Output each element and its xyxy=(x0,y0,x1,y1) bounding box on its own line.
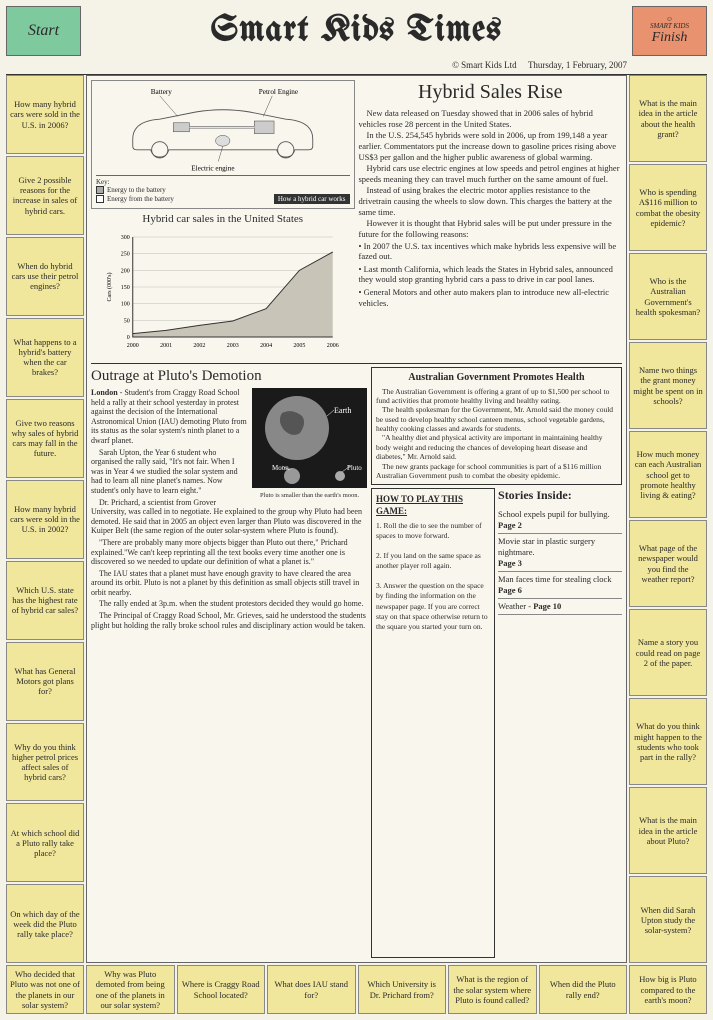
right-q-1[interactable]: Who is spending A$116 million to combat … xyxy=(629,164,707,251)
left-q-3[interactable]: What happens to a hybrid's battery when … xyxy=(6,318,84,397)
hybrid-car-illustration: Battery Petrol Engine Electric engine xyxy=(96,85,350,175)
newspaper-content: Battery Petrol Engine Electric engine xyxy=(86,75,627,963)
left-q-2[interactable]: When do hybrid cars use their petrol eng… xyxy=(6,237,84,316)
sales-chart: Hybrid car sales in the United States 05… xyxy=(91,213,355,359)
svg-text:100: 100 xyxy=(121,302,130,308)
right-q-9[interactable]: When did Sarah Upton study the solar-sys… xyxy=(629,876,707,963)
left-q-4[interactable]: Give two reasons why sales of hybrid car… xyxy=(6,399,84,478)
svg-text:Cars (000's): Cars (000's) xyxy=(106,273,113,302)
left-q-10[interactable]: On which day of the week did the Pluto r… xyxy=(6,884,84,963)
svg-text:Moon: Moon xyxy=(272,464,289,472)
bottom-q-5[interactable]: When did the Pluto rally end? xyxy=(539,965,628,1014)
right-q-5[interactable]: What page of the newspaper would you fin… xyxy=(629,520,707,607)
bottom-q-2[interactable]: What does IAU stand for? xyxy=(267,965,356,1014)
right-q-7[interactable]: What do you think might happen to the st… xyxy=(629,698,707,785)
svg-text:Earth: Earth xyxy=(334,406,351,415)
svg-text:2001: 2001 xyxy=(160,343,172,349)
svg-text:2006: 2006 xyxy=(327,343,339,349)
svg-text:300: 300 xyxy=(121,235,130,241)
svg-text:0: 0 xyxy=(127,335,130,341)
svg-text:50: 50 xyxy=(124,318,130,324)
hybrid-headline: Hybrid Sales Rise xyxy=(359,80,623,105)
right-q-0[interactable]: What is the main idea in the article abo… xyxy=(629,75,707,162)
left-q-8[interactable]: Why do you think higher petrol prices af… xyxy=(6,723,84,802)
svg-text:250: 250 xyxy=(121,252,130,258)
left-q-9[interactable]: At which school did a Pluto rally take p… xyxy=(6,803,84,882)
left-q-11[interactable]: Who decided that Pluto was not one of th… xyxy=(6,965,84,1014)
svg-text:Petrol Engine: Petrol Engine xyxy=(259,88,298,96)
left-q-7[interactable]: What has General Motors got plans for? xyxy=(6,642,84,721)
right-q-6[interactable]: Name a story you could read on page 2 of… xyxy=(629,609,707,696)
left-q-5[interactable]: How many hybrid cars were sold in the U.… xyxy=(6,480,84,559)
svg-text:Battery: Battery xyxy=(151,88,173,96)
pluto-headline: Outrage at Pluto's Demotion xyxy=(91,367,367,385)
pluto-article: Outrage at Pluto's Demotion Earth Moon P… xyxy=(91,367,367,958)
svg-text:2000: 2000 xyxy=(127,343,139,349)
start-square[interactable]: Start xyxy=(6,6,81,56)
svg-text:Electric engine: Electric engine xyxy=(191,165,234,173)
left-q-1[interactable]: Give 2 possible reasons for the increase… xyxy=(6,156,84,235)
svg-text:2004: 2004 xyxy=(260,343,272,349)
bottom-q-1[interactable]: Where is Craggy Road School located? xyxy=(177,965,266,1014)
finish-square[interactable]: ☺SMART KIDS Finish xyxy=(632,6,707,56)
dateline: © Smart Kids Ltd Thursday, 1 February, 2… xyxy=(6,58,707,75)
left-q-6[interactable]: Which U.S. state has the highest rate of… xyxy=(6,561,84,640)
stories-inside: Stories Inside: School expels pupil for … xyxy=(498,488,622,958)
svg-text:Pluto: Pluto xyxy=(347,464,362,472)
bottom-q-3[interactable]: Which University is Dr. Prichard from? xyxy=(358,965,447,1014)
left-q-0[interactable]: How many hybrid cars were sold in the U.… xyxy=(6,75,84,154)
right-q-2[interactable]: Who is the Australian Government's healt… xyxy=(629,253,707,340)
bottom-q-0[interactable]: Why was Pluto demoted from being one of … xyxy=(86,965,175,1014)
car-diagram: Battery Petrol Engine Electric engine xyxy=(91,80,355,209)
hybrid-article: Hybrid Sales Rise New data released on T… xyxy=(359,80,623,359)
health-article: Australian Government Promotes Health Th… xyxy=(371,367,622,485)
right-q-4[interactable]: How much money can each Australian schoo… xyxy=(629,431,707,518)
logo-icon: ☺SMART KIDS xyxy=(650,16,689,30)
svg-text:2002: 2002 xyxy=(193,343,205,349)
svg-text:2005: 2005 xyxy=(293,343,305,349)
right-q-8[interactable]: What is the main idea in the article abo… xyxy=(629,787,707,874)
bottom-q-4[interactable]: What is the region of the solar system w… xyxy=(448,965,537,1014)
right-q-10[interactable]: How big is Pluto compared to the earth's… xyxy=(629,965,707,1014)
svg-text:150: 150 xyxy=(121,285,130,291)
svg-text:2003: 2003 xyxy=(227,343,239,349)
how-to-play: HOW TO PLAY THIS GAME: 1. Roll the die t… xyxy=(371,488,495,958)
pluto-diagram: Earth Moon Pluto xyxy=(252,388,367,488)
svg-text:200: 200 xyxy=(121,268,130,274)
newspaper-title: Smart Kids Times xyxy=(81,13,632,50)
bottom-question-row: Who decided that Pluto was not one of th… xyxy=(6,965,707,1014)
left-question-column: How many hybrid cars were sold in the U.… xyxy=(6,75,84,963)
right-q-3[interactable]: Name two things the grant money might be… xyxy=(629,342,707,429)
right-question-column: What is the main idea in the article abo… xyxy=(629,75,707,963)
